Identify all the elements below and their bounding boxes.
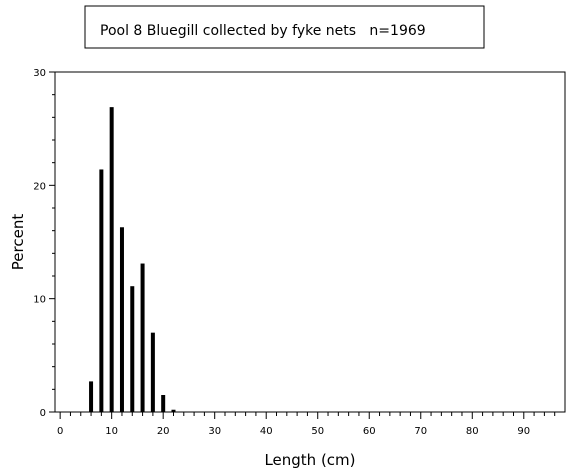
bar — [150, 332, 155, 412]
x-tick-label: 70 — [414, 426, 427, 437]
bar — [161, 395, 166, 412]
y-axis-label: Percent — [9, 214, 27, 271]
bar — [140, 263, 145, 412]
x-tick-label: 40 — [260, 426, 273, 437]
x-tick-label: 50 — [311, 426, 324, 437]
bar — [119, 227, 124, 412]
title-box — [84, 5, 485, 49]
bar — [99, 169, 104, 412]
bar — [109, 107, 114, 412]
x-axis-label: Length (cm) — [264, 451, 355, 469]
plot-frame — [54, 71, 566, 413]
y-tick-label: 30 — [33, 68, 46, 79]
x-tick-label: 60 — [363, 426, 376, 437]
y-tick-label: 10 — [33, 295, 46, 306]
bars — [89, 107, 176, 412]
x-tick-label: 30 — [208, 426, 221, 437]
bar — [89, 381, 94, 412]
x-tick-label: 80 — [466, 426, 479, 437]
bar — [171, 409, 176, 412]
chart-title: Pool 8 Bluegill collected by fyke nets n… — [100, 23, 426, 39]
y-axis: 0 10 20 30 — [33, 68, 55, 419]
bar — [130, 286, 135, 412]
x-axis: 0 10 20 30 40 50 60 70 80 90 — [57, 412, 556, 437]
y-tick-label: 0 — [40, 408, 46, 419]
x-tick-label: 20 — [157, 426, 170, 437]
x-tick-label: 90 — [517, 426, 530, 437]
x-tick-label: 0 — [57, 426, 63, 437]
y-tick-label: 20 — [33, 181, 46, 192]
x-tick-label: 10 — [105, 426, 118, 437]
